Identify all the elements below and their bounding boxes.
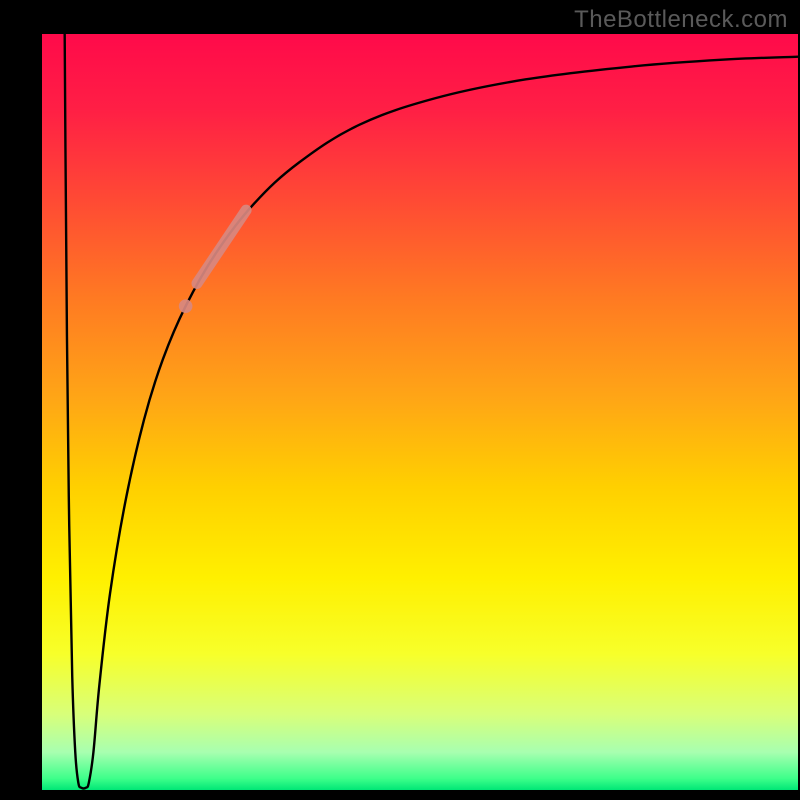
plot-area [42, 34, 798, 790]
highlight-dot [179, 299, 193, 313]
highlight-segment [197, 210, 246, 283]
plot-svg [42, 34, 798, 790]
chart-frame: TheBottleneck.com [0, 0, 800, 800]
bottleneck-curve [65, 34, 798, 788]
watermark-text: TheBottleneck.com [574, 6, 788, 34]
